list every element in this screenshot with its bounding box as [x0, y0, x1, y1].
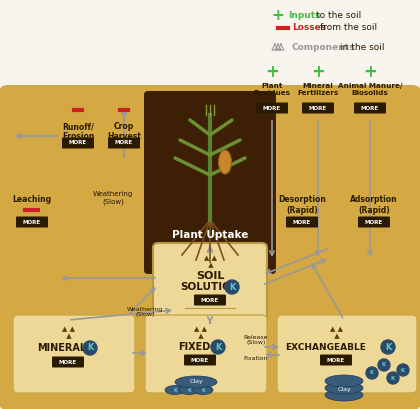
Text: ▲ ▲
 ▲: ▲ ▲ ▲ — [61, 326, 74, 339]
FancyBboxPatch shape — [0, 85, 420, 409]
Text: Clay: Clay — [337, 387, 351, 393]
Text: from the soil: from the soil — [320, 23, 377, 32]
Text: ▲ ▲
 ▲: ▲ ▲ ▲ — [204, 256, 216, 268]
Text: K: K — [187, 387, 191, 393]
Ellipse shape — [193, 386, 213, 395]
FancyBboxPatch shape — [62, 137, 94, 148]
Text: Animal Manure/
Biosolids: Animal Manure/ Biosolids — [338, 83, 402, 96]
Circle shape — [225, 280, 239, 294]
Text: K: K — [385, 342, 391, 351]
Text: K: K — [201, 387, 205, 393]
Text: Clay: Clay — [189, 380, 203, 384]
Text: K: K — [87, 344, 93, 353]
Text: +: + — [272, 7, 284, 22]
Text: SOLUTION: SOLUTION — [180, 282, 240, 292]
Text: in the soil: in the soil — [340, 43, 384, 52]
FancyBboxPatch shape — [184, 355, 216, 366]
Circle shape — [211, 340, 225, 354]
Circle shape — [387, 372, 399, 384]
Text: Losses: Losses — [292, 23, 326, 32]
Ellipse shape — [218, 150, 231, 174]
FancyBboxPatch shape — [256, 103, 288, 114]
Text: MORE: MORE — [327, 357, 345, 362]
Text: MORE: MORE — [59, 360, 77, 364]
Text: MORE: MORE — [69, 141, 87, 146]
Text: Weathering
(Slow): Weathering (Slow) — [93, 191, 133, 205]
FancyBboxPatch shape — [108, 137, 140, 148]
Text: Plant
Residues: Plant Residues — [254, 83, 291, 96]
Ellipse shape — [179, 386, 199, 395]
Text: MORE: MORE — [365, 220, 383, 225]
Ellipse shape — [175, 376, 217, 388]
Text: MORE: MORE — [115, 141, 133, 146]
Circle shape — [366, 367, 378, 379]
FancyBboxPatch shape — [16, 216, 48, 227]
Text: K: K — [229, 283, 235, 292]
Text: Fixation: Fixation — [244, 355, 268, 360]
FancyBboxPatch shape — [153, 243, 267, 331]
Text: +: + — [363, 63, 377, 81]
Text: +: + — [265, 63, 279, 81]
Text: Desorption
(Rapid): Desorption (Rapid) — [278, 196, 326, 215]
Text: K: K — [173, 387, 177, 393]
Ellipse shape — [325, 382, 363, 394]
Text: Leaching: Leaching — [13, 196, 52, 204]
FancyBboxPatch shape — [286, 216, 318, 227]
Text: ▲ ▲
 ▲: ▲ ▲ ▲ — [194, 326, 207, 339]
Text: SOIL: SOIL — [196, 271, 224, 281]
Text: ▲ ▲
 ▲: ▲ ▲ ▲ — [330, 326, 342, 339]
Text: Release
(Slow): Release (Slow) — [244, 335, 268, 345]
FancyBboxPatch shape — [302, 103, 334, 114]
FancyBboxPatch shape — [277, 315, 417, 393]
Circle shape — [381, 340, 395, 354]
Text: MORE: MORE — [263, 106, 281, 110]
Text: MORE: MORE — [23, 220, 41, 225]
Circle shape — [83, 341, 97, 355]
Text: MORE: MORE — [191, 357, 209, 362]
Ellipse shape — [165, 386, 185, 395]
Text: MORE: MORE — [201, 297, 219, 303]
Text: Components: Components — [292, 43, 355, 52]
Circle shape — [378, 359, 390, 371]
FancyBboxPatch shape — [194, 294, 226, 306]
FancyBboxPatch shape — [358, 216, 390, 227]
Text: K: K — [391, 375, 395, 380]
Text: Plant Uptake: Plant Uptake — [172, 230, 248, 240]
Text: MORE: MORE — [293, 220, 311, 225]
FancyBboxPatch shape — [145, 315, 267, 393]
Text: K: K — [370, 371, 374, 375]
Text: +: + — [311, 63, 325, 81]
FancyBboxPatch shape — [52, 357, 84, 368]
Text: FIXED: FIXED — [178, 342, 210, 352]
Text: to the soil: to the soil — [316, 11, 361, 20]
Text: K: K — [382, 362, 386, 368]
Text: K: K — [215, 342, 221, 351]
Text: Weathering
(Slow): Weathering (Slow) — [127, 307, 163, 317]
Ellipse shape — [325, 375, 363, 387]
FancyBboxPatch shape — [354, 103, 386, 114]
FancyBboxPatch shape — [320, 355, 352, 366]
Text: Adsorption
(Rapid): Adsorption (Rapid) — [350, 196, 398, 215]
Text: MORE: MORE — [361, 106, 379, 110]
Text: Inputs: Inputs — [288, 11, 320, 20]
Text: EXCHANGEABLE: EXCHANGEABLE — [286, 342, 366, 351]
Text: Crop
Harvest: Crop Harvest — [107, 122, 141, 142]
Text: MINERAL: MINERAL — [37, 343, 87, 353]
Text: Runoff/
Erosion: Runoff/ Erosion — [62, 122, 94, 142]
Text: Mineral
Fertilizers: Mineral Fertilizers — [297, 83, 339, 96]
Text: K: K — [401, 368, 405, 373]
Circle shape — [397, 364, 409, 376]
Text: MORE: MORE — [309, 106, 327, 110]
Ellipse shape — [325, 389, 363, 401]
FancyBboxPatch shape — [13, 315, 135, 393]
FancyBboxPatch shape — [144, 91, 276, 274]
